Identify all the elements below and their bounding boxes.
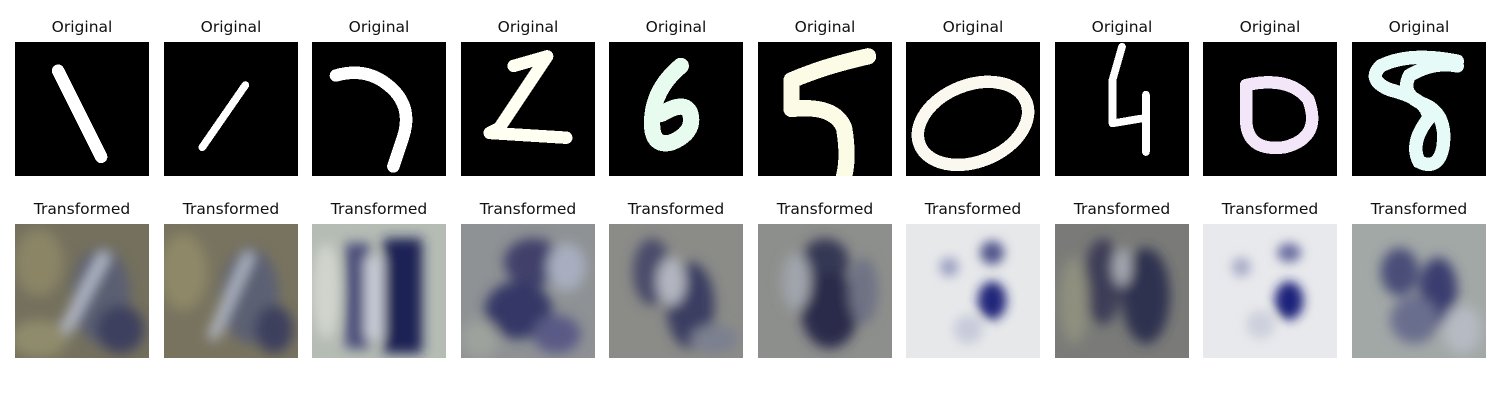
- transformed-image: [1352, 224, 1486, 358]
- transformed-title: Transformed: [627, 200, 725, 218]
- original-title: Original: [497, 18, 559, 36]
- transformed-title: Transformed: [479, 200, 577, 218]
- transformed-image: [609, 224, 743, 358]
- transformed-title: Transformed: [1221, 200, 1319, 218]
- original-digit-image: [906, 42, 1040, 176]
- original-title: Original: [200, 18, 262, 36]
- transformed-image: [758, 224, 892, 358]
- transformed-title: Transformed: [33, 200, 131, 218]
- original-digit-image: [758, 42, 892, 176]
- transformed-image: [164, 224, 298, 358]
- original-digit-image: [1203, 42, 1337, 176]
- transformed-title: Transformed: [924, 200, 1022, 218]
- original-digit-image: [1055, 42, 1189, 176]
- original-digit-image: [164, 42, 298, 176]
- original-digit-image: [461, 42, 595, 176]
- original-title: Original: [348, 18, 410, 36]
- original-title: Original: [1239, 18, 1301, 36]
- transformed-image: [461, 224, 595, 358]
- transformed-title: Transformed: [1370, 200, 1468, 218]
- transformed-image: [1055, 224, 1189, 358]
- original-digit-image: [609, 42, 743, 176]
- transformed-image: [906, 224, 1040, 358]
- transformed-image: [15, 224, 149, 358]
- original-title: Original: [1388, 18, 1450, 36]
- original-title: Original: [942, 18, 1004, 36]
- original-title: Original: [51, 18, 113, 36]
- original-title: Original: [1091, 18, 1153, 36]
- transformed-title: Transformed: [330, 200, 428, 218]
- original-digit-image: [312, 42, 446, 176]
- original-title: Original: [645, 18, 707, 36]
- transformed-image: [312, 224, 446, 358]
- transformed-image: [1203, 224, 1337, 358]
- original-digit-image: [1352, 42, 1486, 176]
- original-title: Original: [794, 18, 856, 36]
- transformed-title: Transformed: [182, 200, 280, 218]
- transformed-title: Transformed: [1073, 200, 1171, 218]
- transformed-title: Transformed: [776, 200, 874, 218]
- original-digit-image: [15, 42, 149, 176]
